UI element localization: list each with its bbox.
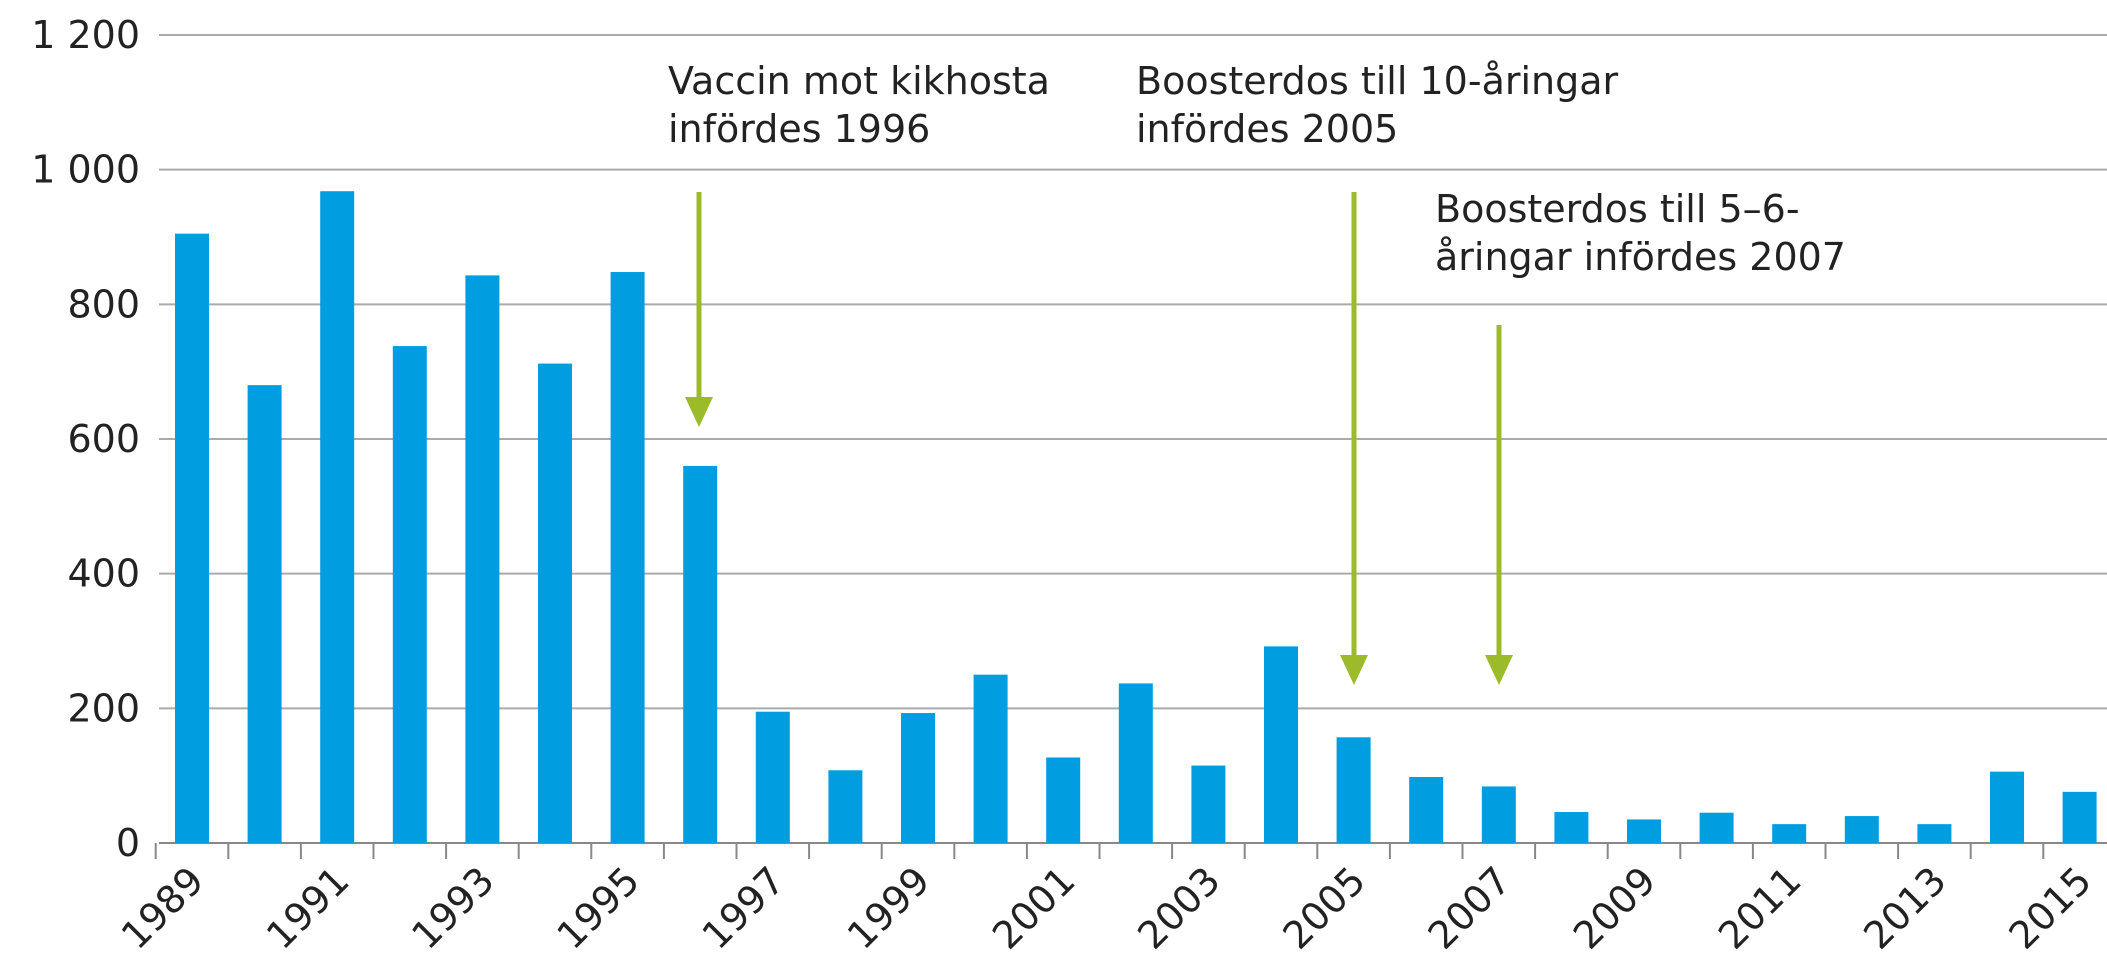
bar	[392, 346, 427, 843]
x-tick-label: 2013	[1855, 858, 1955, 958]
bar	[683, 465, 718, 843]
bar	[320, 191, 355, 844]
annotation-text: Vaccin mot kikhosta	[668, 59, 1050, 103]
bar	[1699, 812, 1734, 843]
bar	[465, 275, 500, 843]
x-tick-label: 2007	[1420, 858, 1520, 958]
bar	[1554, 812, 1589, 843]
annotation-arrowhead	[685, 397, 713, 427]
bar	[828, 770, 863, 843]
annotation-arrowhead	[1340, 655, 1368, 685]
bar	[1917, 824, 1952, 843]
bar	[538, 363, 572, 843]
bar	[973, 674, 1008, 843]
x-tick-label: 1997	[694, 858, 794, 958]
bar	[755, 711, 790, 843]
bar	[2062, 791, 2097, 843]
x-tick-label: 1989	[113, 858, 213, 958]
x-tick-label: 2001	[984, 858, 1084, 958]
bar	[610, 272, 645, 844]
x-tick-label: 1993	[403, 858, 503, 958]
bar	[1844, 816, 1879, 843]
x-tick-label: 1995	[548, 858, 648, 958]
bar	[1481, 786, 1516, 843]
y-tick-label: 800	[67, 282, 140, 326]
annotation-text: infördes 2005	[1136, 107, 1398, 151]
bar	[901, 713, 935, 843]
bar	[1046, 757, 1081, 843]
y-tick-label: 400	[67, 552, 140, 596]
x-tick-label: 2009	[1565, 858, 1665, 958]
bar	[1772, 824, 1807, 843]
bar	[1336, 737, 1371, 843]
y-tick-label: 0	[116, 821, 140, 865]
annotation-text: Boosterdos till 10-åringar	[1136, 59, 1619, 103]
bar	[1627, 819, 1661, 843]
bar	[1264, 646, 1298, 843]
annotation-text: åringar infördes 2007	[1435, 235, 1846, 279]
y-tick-label: 1 200	[31, 13, 140, 57]
bar	[175, 233, 209, 844]
annotation-text: infördes 1996	[668, 107, 930, 151]
bar	[1409, 777, 1444, 843]
x-tick-label: 1999	[839, 858, 939, 958]
y-tick-label: 1 000	[31, 148, 140, 192]
y-tick-label: 600	[67, 417, 140, 461]
bar	[1191, 765, 1226, 843]
x-tick-label: 2005	[1274, 858, 1374, 958]
bar	[1990, 771, 2024, 843]
annotation-text: Boosterdos till 5–6-	[1435, 187, 1800, 231]
bar	[247, 385, 282, 843]
y-tick-label: 200	[67, 686, 140, 730]
x-tick-label: 1991	[258, 858, 358, 958]
x-tick-label: 2015	[2000, 858, 2100, 958]
bar	[1118, 683, 1153, 843]
x-tick-label: 2003	[1129, 858, 1229, 958]
x-tick-label: 2011	[1710, 858, 1810, 958]
annotation-arrowhead	[1485, 655, 1513, 685]
